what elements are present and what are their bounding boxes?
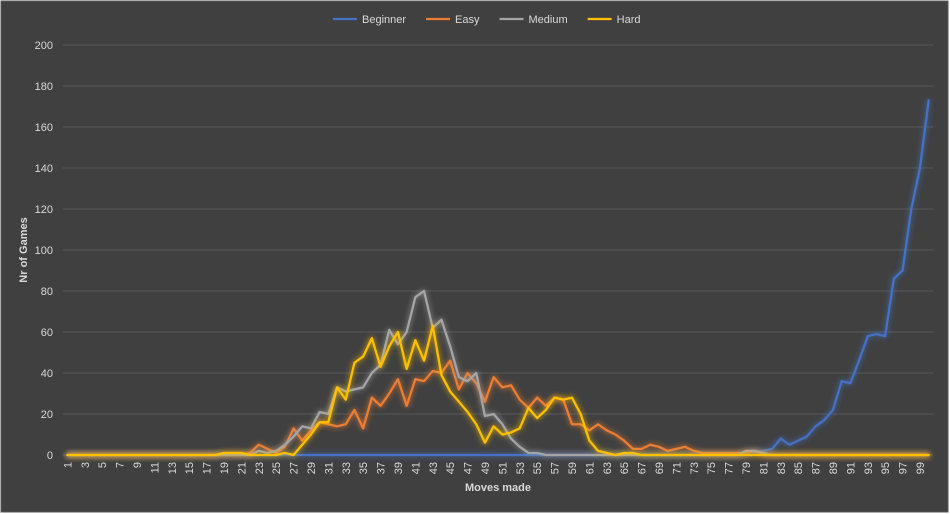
y-tick-label: 100	[35, 245, 53, 257]
x-tick-label: 9	[132, 462, 144, 468]
y-axis-title: Nr of Games	[18, 217, 30, 282]
y-tick-label: 20	[41, 409, 53, 421]
legend-label: Beginner	[362, 14, 406, 26]
y-tick-label: 140	[35, 163, 53, 175]
x-tick-label: 81	[758, 462, 770, 474]
x-tick-label: 15	[184, 462, 196, 474]
x-tick-label: 71	[671, 462, 683, 474]
x-tick-label: 91	[845, 462, 857, 474]
x-tick-label: 5	[97, 462, 109, 468]
x-tick-label: 11	[149, 462, 161, 473]
x-tick-label: 29	[306, 462, 318, 474]
x-tick-label: 43	[428, 462, 440, 474]
x-axis-ticks: 1 3 5 7 9 11 13 15 17 19 21 23 25 27 29 31 33 35 37 39 41 43 4…	[62, 462, 927, 474]
x-tick-label: 7	[115, 462, 127, 468]
x-tick-label: 23	[254, 462, 266, 474]
x-tick-label: 27	[289, 462, 301, 474]
x-tick-label: 63	[602, 462, 614, 474]
x-tick-label: 57	[550, 462, 562, 474]
x-tick-label: 65	[619, 462, 631, 474]
x-tick-label: 39	[393, 462, 405, 474]
series-lines	[66, 99, 930, 457]
x-tick-label: 83	[776, 462, 788, 474]
x-tick-label: 41	[410, 462, 422, 474]
y-tick-label: 120	[35, 204, 53, 216]
x-tick-label: 33	[341, 462, 353, 474]
legend-label: Medium	[529, 14, 568, 26]
x-tick-label: 75	[706, 462, 718, 474]
y-tick-label: 40	[41, 368, 53, 380]
x-tick-label: 85	[793, 462, 805, 474]
y-tick-label: 80	[41, 286, 53, 298]
x-tick-label: 31	[323, 462, 335, 474]
y-tick-label: 0	[47, 450, 53, 462]
x-tick-label: 87	[811, 462, 823, 474]
x-tick-label: 59	[567, 462, 579, 474]
x-tick-label: 1	[62, 462, 74, 468]
x-tick-label: 77	[724, 462, 736, 474]
x-tick-label: 37	[376, 462, 388, 474]
x-tick-label: 53	[515, 462, 527, 474]
x-tick-label: 69	[654, 462, 666, 474]
x-tick-label: 47	[463, 462, 475, 474]
x-tick-label: 45	[445, 462, 457, 474]
x-tick-label: 89	[828, 462, 840, 474]
x-tick-label: 49	[480, 462, 492, 474]
x-tick-label: 19	[219, 462, 231, 474]
legend-label: Easy	[455, 14, 480, 26]
y-tick-label: 60	[41, 327, 53, 339]
y-tick-label: 180	[35, 81, 53, 93]
x-tick-label: 99	[915, 462, 927, 474]
y-tick-label: 160	[35, 122, 53, 134]
x-tick-label: 25	[271, 462, 283, 474]
x-tick-label: 97	[898, 462, 910, 474]
x-tick-label: 93	[863, 462, 875, 474]
gridlines	[63, 44, 933, 456]
x-tick-label: 13	[167, 462, 179, 474]
x-tick-label: 61	[584, 462, 596, 474]
x-tick-label: 79	[741, 462, 753, 474]
legend-label: Hard	[617, 14, 641, 26]
x-tick-label: 17	[202, 462, 214, 474]
x-tick-label: 73	[689, 462, 701, 474]
x-tick-label: 21	[236, 462, 248, 474]
series-line-hard	[66, 324, 930, 457]
legend: Beginner Easy Medium Hard	[333, 14, 640, 26]
y-tick-label: 200	[35, 40, 53, 52]
x-tick-label: 67	[637, 462, 649, 474]
x-axis-title: Moves made	[465, 482, 531, 494]
x-tick-label: 3	[80, 462, 92, 468]
x-tick-label: 51	[497, 462, 509, 474]
y-axis-ticks: 0 20 40 60 80 100 120 140 160 180 200	[35, 40, 53, 462]
x-tick-label: 55	[532, 462, 544, 474]
x-tick-label: 95	[880, 462, 892, 474]
x-tick-label: 35	[358, 462, 370, 474]
